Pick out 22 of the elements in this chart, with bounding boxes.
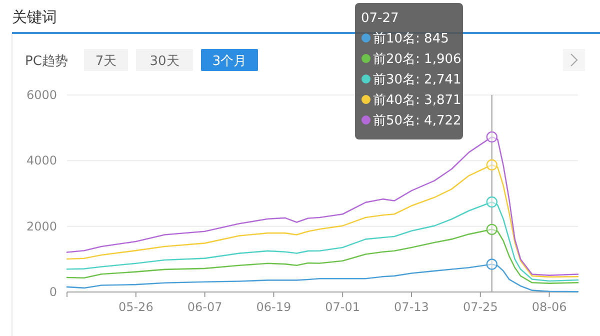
y-tick-label: 2000 — [26, 219, 57, 234]
text: 3个月 — [212, 54, 247, 69]
x-tick-label: 07-25 — [462, 300, 498, 314]
x-tick-label: 08-06 — [532, 300, 567, 314]
chart-subtitle: PC趋势 — [25, 54, 68, 69]
y-tick-label: 6000 — [26, 88, 57, 102]
y-tick-label: 0 — [49, 285, 57, 299]
legend-title: 07-27 — [361, 11, 399, 26]
legend-label: 前50名: 4,722 — [373, 114, 462, 128]
legend-label: 前30名: 2,741 — [373, 72, 462, 88]
x-tick-label: 06-19 — [256, 300, 292, 314]
text: 7天 — [95, 54, 117, 69]
legend-label: 前20名: 1,906 — [373, 52, 462, 67]
legend-label: 前40名: 3,871 — [373, 93, 462, 108]
x-tick-label: 07-01 — [325, 300, 360, 314]
y-tick-label: 4000 — [26, 154, 57, 168]
legend-label: 前10名: 845 — [373, 32, 449, 46]
x-tick-label: 07-13 — [394, 300, 429, 314]
text: 30天 — [150, 54, 180, 69]
x-tick-label: 06-07 — [187, 300, 222, 314]
chart-title: 关键词 — [12, 8, 57, 26]
x-tick-label: 05-26 — [118, 300, 154, 314]
